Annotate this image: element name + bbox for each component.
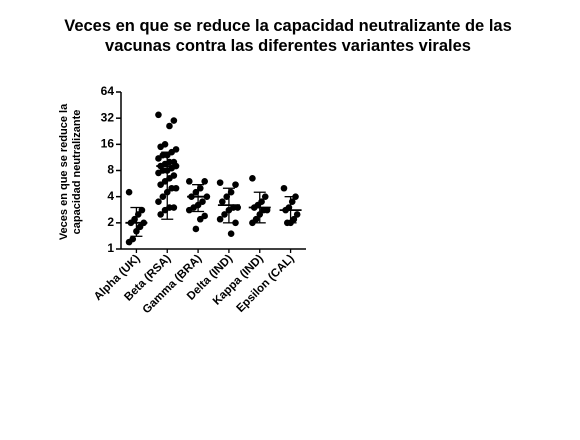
data-point [157,211,164,218]
data-point [216,179,224,186]
data-point [157,181,164,188]
y-axis-label: capacidad neutralizante [71,110,83,235]
data-point [288,198,296,206]
data-point [136,223,144,231]
data-point [155,111,162,119]
y-tick-label: 8 [107,163,114,177]
data-point [185,206,193,214]
data-point [155,155,162,162]
data-point [280,184,288,192]
data-point [170,117,178,124]
y-tick-label: 4 [107,189,114,203]
data-point [125,188,133,196]
chart-title: Veces en que se reduce la capacidad neut… [64,17,512,35]
data-point [232,219,239,227]
data-point [155,169,162,177]
chart-title: vacunas contra las diferentes variantes … [105,37,471,55]
data-point [219,198,226,206]
data-point [157,143,164,151]
data-point [216,215,224,223]
data-point [249,219,256,227]
y-tick-label: 2 [107,215,114,229]
data-point [185,178,193,185]
data-point [227,230,235,237]
y-tick-label: 64 [101,84,115,98]
y-tick-label: 32 [101,110,115,124]
data-point [168,184,175,192]
data-point [293,211,301,218]
data-point [159,193,167,200]
data-point [196,215,204,223]
y-tick-label: 16 [101,137,115,151]
data-point [249,175,256,182]
data-point [125,238,133,246]
data-point [261,193,269,200]
data-point [260,206,267,214]
x-tick-label: Epsilon (CAL) [234,253,296,315]
y-tick-label: 1 [107,241,114,255]
data-point [166,122,173,130]
y-axis-label: Veces en que se reduce la [58,103,70,240]
data-point [221,211,228,218]
data-point [155,198,162,206]
data-point [201,178,208,185]
data-point [232,181,239,188]
data-point [138,206,146,214]
data-point [192,225,200,233]
